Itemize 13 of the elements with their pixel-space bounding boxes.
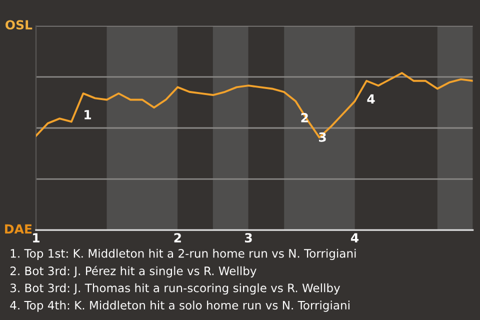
- annotation: 4: [367, 94, 375, 104]
- text: 1. Top 1st: K. Middleton hit a 2-run home run vs N. Torrigiani: [10, 248, 356, 260]
- text: DAE: [5, 224, 32, 234]
- x-tick-label: 3: [244, 233, 252, 243]
- text: 2. Bot 3rd: J. Pérez hit a single vs R. Wellby: [10, 266, 256, 278]
- x-tick-label: 2: [174, 233, 181, 242]
- annotation: 3: [319, 132, 326, 142]
- annotation: 1: [84, 110, 92, 120]
- text: 4. Top 4th: K. Middleton hit a solo home run vs N. Torrigiani: [10, 300, 350, 312]
- text: 3. Bot 3rd: J. Thomas hit a run-scoring single vs R. Wellby: [10, 283, 340, 295]
- text: OSL: [6, 20, 32, 30]
- x-tick-label: 4: [350, 233, 359, 242]
- x-tick-label: 1: [33, 233, 40, 242]
